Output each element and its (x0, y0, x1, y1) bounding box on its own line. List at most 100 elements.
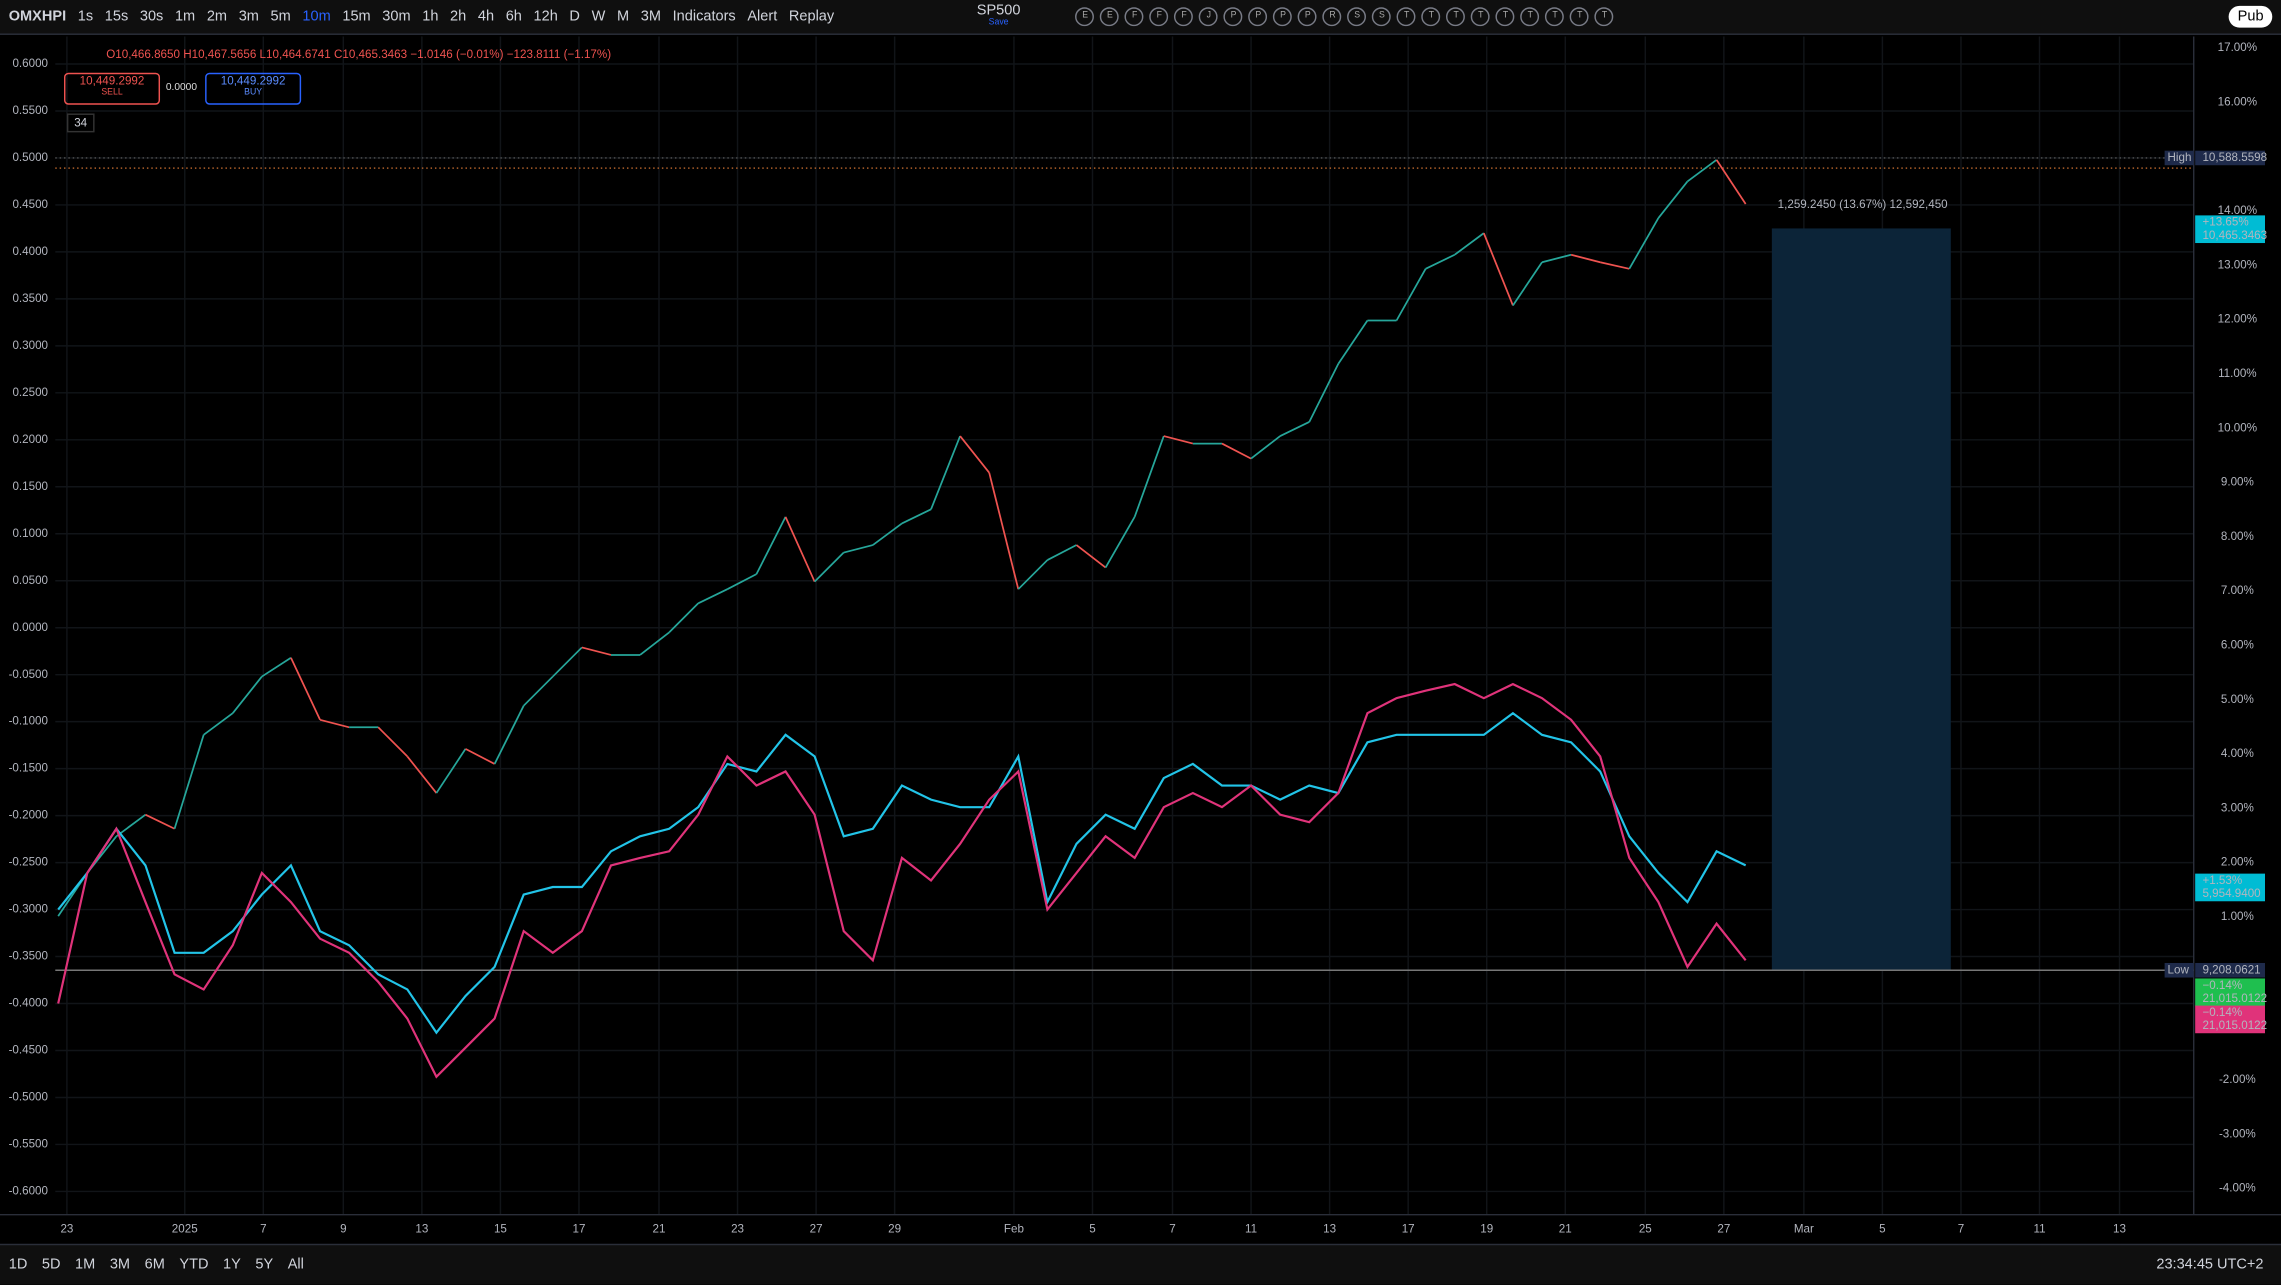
price-segment (581, 646, 612, 656)
interval[interactable]: 10m (302, 8, 331, 25)
y-tick-label: -0.1500 (9, 762, 49, 775)
interval[interactable]: 2m (206, 8, 228, 25)
price-tag-price: 10,465.3463 (2202, 229, 2267, 242)
compare-letter[interactable]: R (1323, 7, 1342, 27)
replay-button[interactable]: Replay (788, 8, 835, 25)
compare-letter[interactable]: F (1149, 7, 1169, 27)
range[interactable]: All (287, 1256, 304, 1273)
y2-tick-label: 8.00% (2221, 530, 2254, 543)
compare-letter[interactable]: S (1372, 7, 1392, 27)
compare-letter[interactable]: T (1520, 7, 1540, 27)
sell-price: 10,449.2992 (79, 74, 145, 88)
y-tick-label: 0.3000 (12, 339, 48, 352)
x-tick-label: 23 (731, 1222, 744, 1235)
price-segment (1308, 363, 1340, 423)
x-tick-label: 11 (2033, 1222, 2045, 1235)
compare-letter[interactable]: J (1199, 7, 1219, 27)
price-segment (784, 516, 816, 583)
range[interactable]: 5D (41, 1256, 61, 1273)
interval[interactable]: 2h (450, 8, 467, 25)
compare-letter[interactable]: P (1298, 7, 1318, 27)
price-tag-price: 5,954.9400 (2202, 887, 2261, 900)
price-segment (988, 472, 1020, 590)
interval[interactable]: 15s (104, 8, 129, 25)
interval[interactable]: 30s (139, 8, 164, 25)
range[interactable]: 1Y (223, 1256, 241, 1273)
x-tick-label: 15 (494, 1222, 507, 1235)
interval[interactable]: 30m (382, 8, 411, 25)
price-segment (1250, 435, 1281, 460)
price-segment (465, 748, 496, 765)
compare-letter[interactable]: T (1570, 7, 1590, 27)
price-segment (173, 734, 205, 830)
position-text: 1,259.2450 (13.67%) 12,592,450 (1778, 198, 1949, 211)
price-segment (377, 726, 408, 758)
range[interactable]: 1D (8, 1256, 28, 1273)
price-segment (1657, 180, 1689, 219)
price-segment (145, 813, 175, 830)
compare-letter[interactable]: E (1075, 7, 1095, 27)
compare-letter[interactable]: E (1100, 7, 1120, 27)
sell-button[interactable]: 10,449.2992 SELL (64, 72, 161, 105)
interval[interactable]: 4h (477, 8, 495, 25)
price-segment (1425, 253, 1456, 270)
compare-letter[interactable]: P (1224, 7, 1244, 27)
buy-button[interactable]: 10,449.2992 BUY (205, 72, 302, 105)
price-segment (435, 748, 467, 794)
compare-letter[interactable]: F (1125, 7, 1145, 27)
interval[interactable]: 6h (505, 8, 522, 25)
publish-button[interactable]: Pub (2228, 5, 2273, 28)
compare-letter[interactable]: T (1545, 7, 1565, 27)
chart: 23 2025 7 9 13 15 17 21 23 27 29 Feb 5 7 11 13 17 19 21 25 2… (0, 36, 2281, 1244)
x-tick-label: 7 (1169, 1222, 1175, 1235)
interval[interactable]: 5m (270, 8, 291, 25)
x-tick-label: Feb (1004, 1222, 1024, 1235)
range[interactable]: 3M (109, 1256, 131, 1273)
compare[interactable]: SP500 Save (977, 3, 1021, 30)
compare-letter[interactable]: P (1248, 7, 1268, 27)
top-toolbar: OMXHPI 1s 15s 30s 1m 2m 3m 5m 10m 15m 30m 1h 2h 4h 6h… (0, 0, 2281, 35)
compare-letter[interactable]: F (1174, 7, 1194, 27)
interval[interactable]: 1m (174, 8, 196, 25)
compare-letter[interactable]: T (1397, 7, 1417, 27)
x-tick-label: 19 (1480, 1222, 1493, 1235)
compare-letter[interactable]: T (1496, 7, 1516, 27)
compare-letter[interactable]: S (1347, 7, 1367, 27)
interval[interactable]: D (569, 8, 580, 25)
interval[interactable]: 1h (422, 8, 439, 25)
interval[interactable]: 12h (533, 8, 558, 25)
compare-letter[interactable]: T (1595, 7, 1614, 27)
range[interactable]: 1M (75, 1256, 96, 1273)
range[interactable]: YTD (179, 1256, 209, 1273)
x-tick-label: 7 (1958, 1222, 1964, 1235)
interval[interactable]: 3m (238, 8, 259, 25)
price-segment (814, 551, 845, 583)
price-segment (406, 755, 438, 794)
price-tag-pct: +13.65% (2202, 216, 2248, 229)
y-tick-label: -0.4500 (9, 1044, 49, 1057)
range[interactable]: 5Y (255, 1256, 274, 1273)
price-segment (232, 676, 263, 714)
ohlc: O10,466.8650 H10,467.5656 L10,464.6741 C… (106, 48, 612, 62)
x-tick-label: 9 (340, 1222, 346, 1235)
x-tick-label: 27 (810, 1222, 823, 1235)
price-tag-pct: −0.14% (2202, 1006, 2242, 1019)
low-price-tag (2195, 962, 2265, 978)
compare-letter[interactable]: P (1273, 7, 1293, 27)
symbol[interactable]: OMXHPI (8, 8, 67, 25)
compare-letter[interactable]: T (1446, 7, 1466, 27)
y-tick-label: 0.4500 (12, 198, 48, 211)
interval[interactable]: 1s (77, 8, 94, 25)
price-segment (1133, 435, 1165, 518)
compare-letter[interactable]: T (1421, 7, 1441, 27)
interval[interactable]: W (591, 8, 606, 25)
interval[interactable]: 3M (640, 8, 661, 25)
compare-letter[interactable]: T (1471, 7, 1491, 27)
range[interactable]: 6M (144, 1256, 165, 1273)
indicators-button[interactable]: Indicators (672, 8, 736, 25)
interval[interactable]: M (616, 8, 630, 25)
indicator-count[interactable]: 34 (66, 113, 95, 133)
price-segment (523, 675, 554, 707)
interval[interactable]: 15m (342, 8, 371, 25)
alert-button[interactable]: Alert (747, 8, 778, 25)
